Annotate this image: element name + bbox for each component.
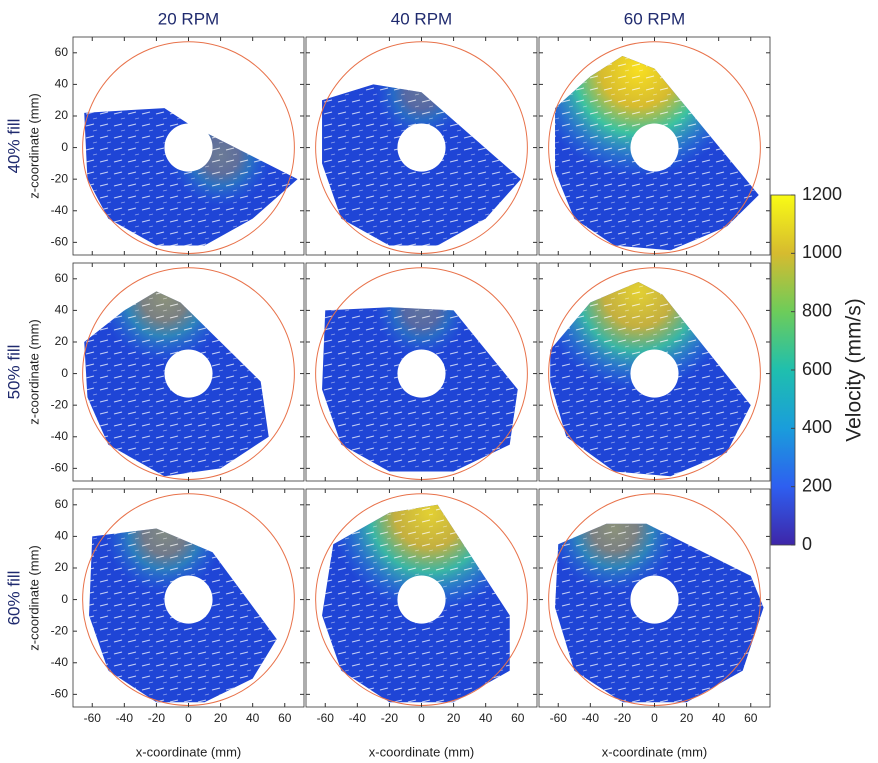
y-tick-label: -60 <box>51 461 69 475</box>
y-tick-label: -20 <box>51 397 69 411</box>
x-tick-label: 40 <box>479 711 493 725</box>
x-tick-label: -40 <box>349 711 367 725</box>
x-axis-label: x-coordinate (mm) <box>602 744 707 759</box>
x-tick-label: 0 <box>651 711 658 725</box>
y-tick-label: -60 <box>51 687 69 701</box>
shaft <box>630 123 679 172</box>
column-title: 40 RPM <box>391 9 452 28</box>
column-title: 60 RPM <box>624 9 685 28</box>
x-tick-label: -40 <box>582 711 600 725</box>
colorbar-tick-label: 800 <box>802 300 832 320</box>
y-tick-label: 0 <box>61 592 68 606</box>
panel <box>538 488 771 708</box>
shaft <box>164 349 213 398</box>
x-tick-label: 20 <box>447 711 461 725</box>
colorbar-tick-label: 600 <box>802 359 832 379</box>
y-tick-label: 20 <box>55 334 69 348</box>
panel <box>305 262 538 482</box>
panel <box>305 36 538 256</box>
y-tick-label: 60 <box>55 45 69 59</box>
y-tick-label: 20 <box>55 108 69 122</box>
shaft <box>630 575 679 624</box>
x-tick-label: 40 <box>712 711 726 725</box>
x-tick-label: -60 <box>84 711 102 725</box>
shaft <box>397 123 446 172</box>
y-axis-label: z-coordinate (mm) <box>26 319 41 424</box>
y-axis-label: z-coordinate (mm) <box>26 93 41 198</box>
x-tick-label: 20 <box>214 711 228 725</box>
x-tick-label: -20 <box>148 711 166 725</box>
x-tick-label: -20 <box>381 711 399 725</box>
x-tick-label: 20 <box>680 711 694 725</box>
y-tick-label: 0 <box>61 366 68 380</box>
shaft <box>397 349 446 398</box>
x-tick-label: 0 <box>185 711 192 725</box>
x-tick-label: -60 <box>550 711 568 725</box>
y-tick-label: 20 <box>55 560 69 574</box>
y-tick-label: -20 <box>51 171 69 185</box>
y-axis-label: z-coordinate (mm) <box>26 545 41 650</box>
panel <box>72 488 305 708</box>
colorbar-tick-label: 1000 <box>802 242 842 262</box>
x-tick-label: 40 <box>246 711 260 725</box>
row-label: 40% fill <box>4 119 23 174</box>
y-tick-label: 40 <box>55 77 69 91</box>
colorbar-label: Velocity (mm/s) <box>843 298 866 442</box>
y-tick-label: -20 <box>51 623 69 637</box>
colorbar-tick-label: 400 <box>802 417 832 437</box>
shaft <box>164 123 213 172</box>
panel <box>72 262 305 482</box>
x-axis-label: x-coordinate (mm) <box>369 744 474 759</box>
x-tick-label: 0 <box>418 711 425 725</box>
y-tick-label: -60 <box>51 235 69 249</box>
y-tick-label: 40 <box>55 529 69 543</box>
column-title: 20 RPM <box>158 9 219 28</box>
y-tick-label: -40 <box>51 655 69 669</box>
y-tick-label: 60 <box>55 497 69 511</box>
colorbar-tick-label: 1200 <box>802 184 842 204</box>
row-label: 50% fill <box>4 345 23 400</box>
y-tick-label: 60 <box>55 271 69 285</box>
shaft <box>164 575 213 624</box>
row-label: 60% fill <box>4 571 23 626</box>
y-tick-label: -40 <box>51 429 69 443</box>
shaft <box>397 575 446 624</box>
x-tick-label: 60 <box>278 711 292 725</box>
panel <box>538 36 771 256</box>
y-tick-label: 0 <box>61 140 68 154</box>
x-tick-label: -20 <box>614 711 632 725</box>
x-tick-label: 60 <box>511 711 525 725</box>
x-axis-label: x-coordinate (mm) <box>136 744 241 759</box>
y-tick-label: -40 <box>51 203 69 217</box>
panel <box>72 36 305 256</box>
x-tick-label: 60 <box>744 711 758 725</box>
colorbar-tick-label: 200 <box>802 475 832 495</box>
y-tick-label: 40 <box>55 303 69 317</box>
colorbar-tick-label: 0 <box>802 534 812 554</box>
x-tick-label: -60 <box>317 711 335 725</box>
x-tick-label: -40 <box>116 711 134 725</box>
shaft <box>630 349 679 398</box>
